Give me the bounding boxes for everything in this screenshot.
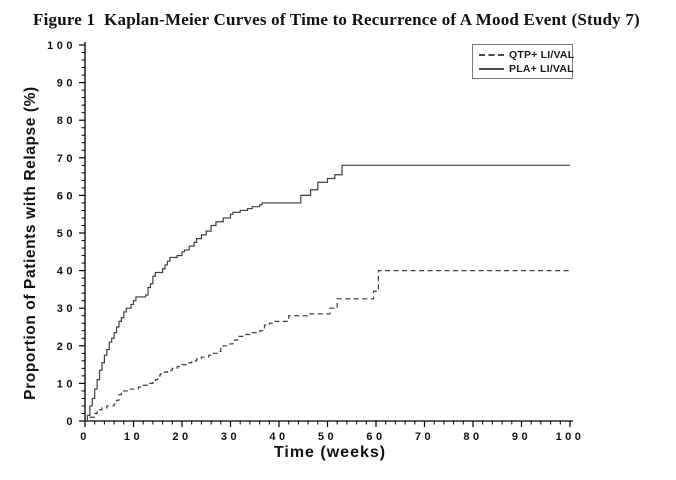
km-curve-qtp — [85, 270, 570, 422]
y-tick-label: 40 — [57, 266, 76, 278]
y-tick-label: 0 — [66, 416, 76, 428]
y-tick-label: 30 — [57, 303, 76, 315]
y-tick-label: 60 — [57, 190, 76, 202]
y-tick-label: 80 — [57, 115, 76, 127]
legend-entry-qtp: QTP+ LI/VAL — [479, 48, 574, 61]
x-tick-label: 80 — [463, 431, 482, 443]
x-tick-label: 20 — [172, 431, 191, 443]
x-axis-title: Time (weeks) — [273, 444, 387, 461]
solid-line-sample-icon — [479, 67, 504, 70]
legend-entry-pla: PLA+ LI/VAL — [479, 62, 574, 75]
x-tick-label: 70 — [415, 431, 434, 443]
y-tick-label: 90 — [57, 78, 76, 90]
y-tick-label: 20 — [57, 341, 76, 353]
x-tick-label: 10 — [124, 431, 143, 443]
x-tick-label: 30 — [221, 431, 240, 443]
x-tick-label: 100 — [556, 431, 585, 443]
figure-title: Figure 1 Kaplan-Meier Curves of Time to … — [33, 10, 640, 29]
km-curve-pla — [85, 164, 570, 422]
legend-label-qtp: QTP+ LI/VAL — [509, 48, 575, 61]
dashed-line-sample-icon — [479, 53, 504, 56]
y-tick-label: 10 — [57, 378, 76, 390]
y-tick-label: 100 — [47, 40, 76, 52]
y-tick-label: 70 — [57, 153, 76, 165]
y-tick-label: 50 — [57, 228, 76, 240]
x-tick-label: 40 — [269, 431, 288, 443]
legend-label-pla: PLA+ LI/VAL — [509, 62, 574, 75]
legend-box: QTP+ LI/VAL PLA+ LI/VAL — [472, 44, 574, 79]
x-tick-label: 0 — [80, 431, 90, 443]
axis-lines — [84, 42, 573, 422]
x-tick-label: 50 — [318, 431, 337, 443]
x-tick-label: 90 — [512, 431, 531, 443]
x-tick-label: 60 — [366, 431, 385, 443]
